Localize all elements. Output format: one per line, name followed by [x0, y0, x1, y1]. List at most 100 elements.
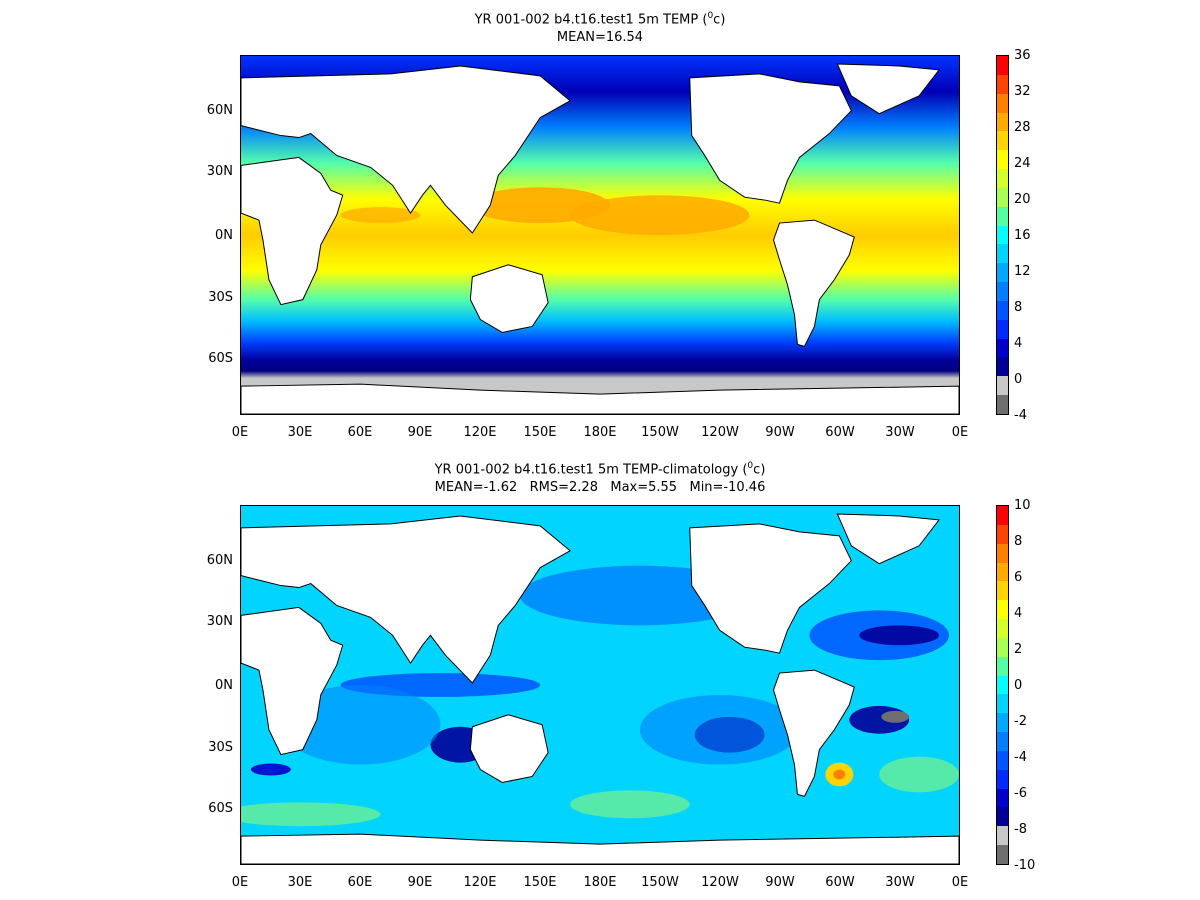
x-tick: 0E: [231, 425, 249, 440]
colorbar-label: 36: [1014, 48, 1031, 63]
colorbar-segment: [997, 56, 1008, 76]
colorbar-segment: [997, 244, 1008, 264]
y-tick-30s: 30S: [208, 740, 233, 755]
y-tick-30n: 30N: [206, 164, 233, 179]
x-tick: 180E: [583, 425, 617, 440]
temperature-map: [240, 55, 960, 415]
y-tick-30n: 30N: [206, 614, 233, 629]
north-america: [689, 73, 852, 204]
colorbar-segment: [997, 93, 1008, 113]
title-prefix: YR 001-002 b4.t16.test1 5m TEMP (: [474, 12, 708, 28]
colorbar-label: -6: [1014, 786, 1027, 801]
y-tick-0n: 0N: [215, 678, 233, 693]
x-tick: 120E: [463, 425, 497, 440]
x-tick: 90W: [765, 875, 795, 890]
x-tick: 60E: [347, 425, 373, 440]
y-tick-60s: 60S: [208, 801, 233, 816]
colorbar-segment: [997, 357, 1008, 377]
colorbar-segment: [997, 187, 1008, 208]
colorbar-label: 6: [1014, 570, 1023, 585]
x-tick: 90E: [407, 425, 433, 440]
colorbar-label: 24: [1014, 156, 1031, 171]
x-tick: 30W: [885, 425, 915, 440]
australia: [469, 264, 549, 333]
panel-title: YR 001-002 b4.t16.test1 5m TEMP-climatol…: [240, 458, 960, 478]
x-tick: 60E: [347, 875, 373, 890]
colorbar-segment: [997, 506, 1008, 526]
land-masses: [241, 63, 959, 414]
title-suffix: ): [720, 12, 726, 28]
x-tick: 30E: [287, 425, 313, 440]
africa: [241, 606, 344, 756]
australia: [469, 714, 549, 783]
colorbar-label: 28: [1014, 120, 1031, 135]
colorbar-segment: [997, 619, 1008, 639]
colorbar-segment: [997, 543, 1008, 563]
colorbar-segment: [997, 524, 1008, 545]
x-tick: 150E: [523, 425, 557, 440]
colorbar-label: -4: [1014, 750, 1027, 765]
colorbar-label: 10: [1014, 498, 1031, 513]
antarctica: [241, 383, 959, 414]
x-tick: 150E: [523, 875, 557, 890]
title-unit: c: [713, 12, 721, 28]
title-unit: c: [753, 462, 761, 478]
south-america: [772, 219, 855, 347]
colorbar-segment: [997, 169, 1008, 189]
y-tick-60n: 60N: [206, 553, 233, 568]
anomaly-colorbar: [996, 505, 1009, 865]
colorbar-label: 8: [1014, 300, 1023, 315]
greenland: [836, 513, 940, 565]
colorbar-segment: [997, 319, 1008, 340]
colorbar-label: -4: [1014, 408, 1027, 423]
x-tick: 60W: [825, 425, 855, 440]
warm-pool-blobs: [340, 187, 750, 235]
eurasia: [241, 515, 571, 684]
africa: [241, 156, 344, 306]
colorbar-segment: [997, 338, 1008, 358]
x-tick: 0E: [951, 875, 969, 890]
colorbar-segment: [997, 300, 1008, 321]
colorbar-label: 4: [1014, 606, 1023, 621]
colorbar-segment: [997, 845, 1008, 864]
land-masses: [241, 513, 959, 864]
x-tick: 90E: [407, 875, 433, 890]
colorbar-segment: [997, 112, 1008, 132]
colorbar-segment: [997, 562, 1008, 582]
x-tick: 60W: [825, 875, 855, 890]
title-prefix: YR 001-002 b4.t16.test1 5m TEMP-climatol…: [434, 462, 748, 478]
x-tick: 180E: [583, 875, 617, 890]
colorbar-label: 2: [1014, 642, 1023, 657]
colorbar-label: 4: [1014, 336, 1023, 351]
eurasia: [241, 65, 571, 234]
panel-title: YR 001-002 b4.t16.test1 5m TEMP (0c): [240, 8, 960, 28]
colorbar-segment: [997, 225, 1008, 245]
colorbar-label: 12: [1014, 264, 1031, 279]
colorbar-segment: [997, 206, 1008, 227]
colorbar-segment: [997, 395, 1008, 414]
x-tick: 30W: [885, 875, 915, 890]
colorbar-label: 0: [1014, 372, 1023, 387]
colorbar-segment: [997, 150, 1008, 170]
colorbar-segment: [997, 713, 1008, 733]
colorbar-label: 16: [1014, 228, 1031, 243]
x-tick: 0E: [951, 425, 969, 440]
anomaly-map-svg: [241, 506, 959, 864]
colorbar-segment: [997, 807, 1008, 827]
title-suffix: ): [760, 462, 766, 478]
colorbar-segment: [997, 788, 1008, 808]
colorbar-segment: [997, 263, 1008, 283]
colorbar-segment: [997, 675, 1008, 695]
colorbar-label: -8: [1014, 822, 1027, 837]
panel-stats: MEAN=16.54: [556, 30, 644, 45]
colorbar-segment: [997, 732, 1008, 752]
anomaly-map: [240, 505, 960, 865]
colorbar-segment: [997, 376, 1008, 396]
y-tick-30s: 30S: [208, 290, 233, 305]
anomaly-blobs: [241, 565, 959, 827]
colorbar-segment: [997, 600, 1008, 620]
temperature-map-svg: [241, 56, 959, 414]
x-tick: 30E: [287, 875, 313, 890]
colorbar-label: -2: [1014, 714, 1027, 729]
colorbar-segment: [997, 750, 1008, 771]
